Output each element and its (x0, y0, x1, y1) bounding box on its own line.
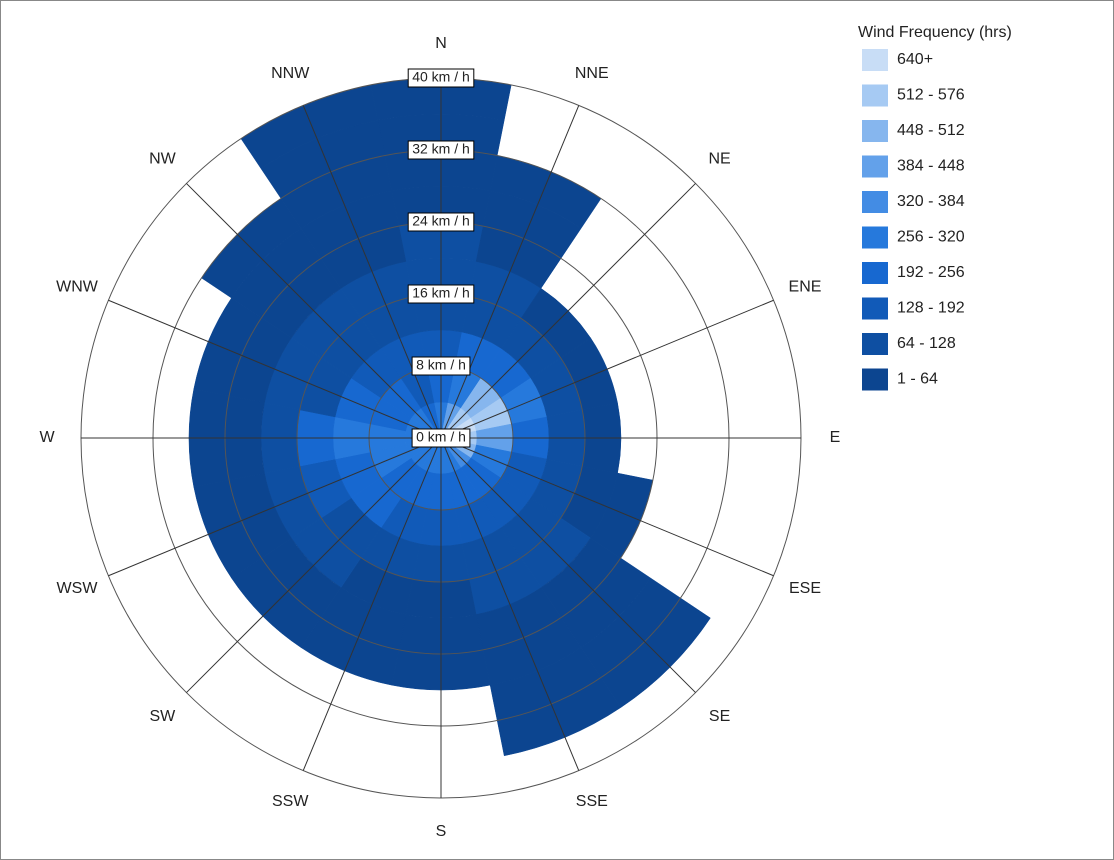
direction-label: SSW (272, 793, 309, 810)
spoke (108, 437, 442, 577)
legend-label: 64 - 128 (897, 335, 956, 352)
r-tick-label: 40 km / h (412, 69, 470, 85)
legend-swatch (862, 262, 888, 284)
legend-label: 320 - 384 (897, 193, 965, 210)
legend-swatch (862, 226, 888, 249)
legend-swatch (862, 84, 888, 107)
tick-label-box (407, 212, 475, 232)
legend-swatch (862, 368, 888, 391)
direction-label: SW (150, 708, 177, 725)
r-tick-label: 8 km / h (416, 357, 466, 373)
legend-label: 640+ (897, 51, 933, 68)
direction-label: W (39, 429, 55, 446)
legend-swatch (862, 297, 888, 320)
r-tick-label: 16 km / h (412, 285, 470, 301)
spoke (440, 183, 696, 439)
direction-label: ENE (789, 278, 822, 295)
spoke (440, 437, 774, 577)
direction-label: NNE (575, 65, 609, 82)
spoke (186, 183, 442, 439)
tick-label-box (411, 428, 471, 448)
direction-label: SSE (576, 793, 608, 810)
r-tick-label: 24 km / h (412, 213, 470, 229)
tick-label-box (407, 68, 475, 88)
spoke (186, 437, 442, 693)
spoke (440, 105, 580, 439)
legend-label: 448 - 512 (897, 122, 965, 139)
direction-label: WNW (56, 278, 99, 295)
direction-label: WSW (57, 580, 99, 597)
direction-label: E (830, 429, 841, 446)
legend-swatch (862, 191, 888, 213)
direction-label: NE (708, 151, 730, 168)
r-tick-label: 32 km / h (412, 141, 470, 157)
direction-label: ESE (789, 580, 821, 597)
legend-swatch (862, 333, 888, 355)
legend-label: 192 - 256 (897, 264, 965, 281)
legend-label: 512 - 576 (897, 87, 965, 104)
direction-label: SE (709, 708, 730, 725)
tick-label-box (411, 356, 471, 376)
spoke (108, 299, 442, 439)
direction-label: S (436, 823, 447, 840)
direction-label: NW (149, 151, 177, 168)
legend-title: Wind Frequency (hrs) (858, 24, 1012, 41)
legend-swatch (862, 120, 888, 142)
spoke (440, 437, 696, 693)
legend-label: 256 - 320 (897, 229, 965, 246)
spoke (302, 105, 442, 439)
direction-label: NNW (271, 65, 310, 82)
spoke (440, 437, 580, 771)
direction-label: N (435, 35, 447, 52)
tick-label-box (407, 284, 475, 304)
legend-label: 384 - 448 (897, 158, 965, 175)
spoke (302, 437, 442, 771)
legend-label: 1 - 64 (897, 371, 938, 388)
legend-swatch (862, 155, 888, 178)
spoke (440, 299, 774, 439)
legend-label: 128 - 192 (897, 300, 965, 317)
r-tick-label: 0 km / h (416, 429, 466, 445)
legend-swatch (862, 49, 888, 71)
tick-label-box (407, 140, 475, 160)
